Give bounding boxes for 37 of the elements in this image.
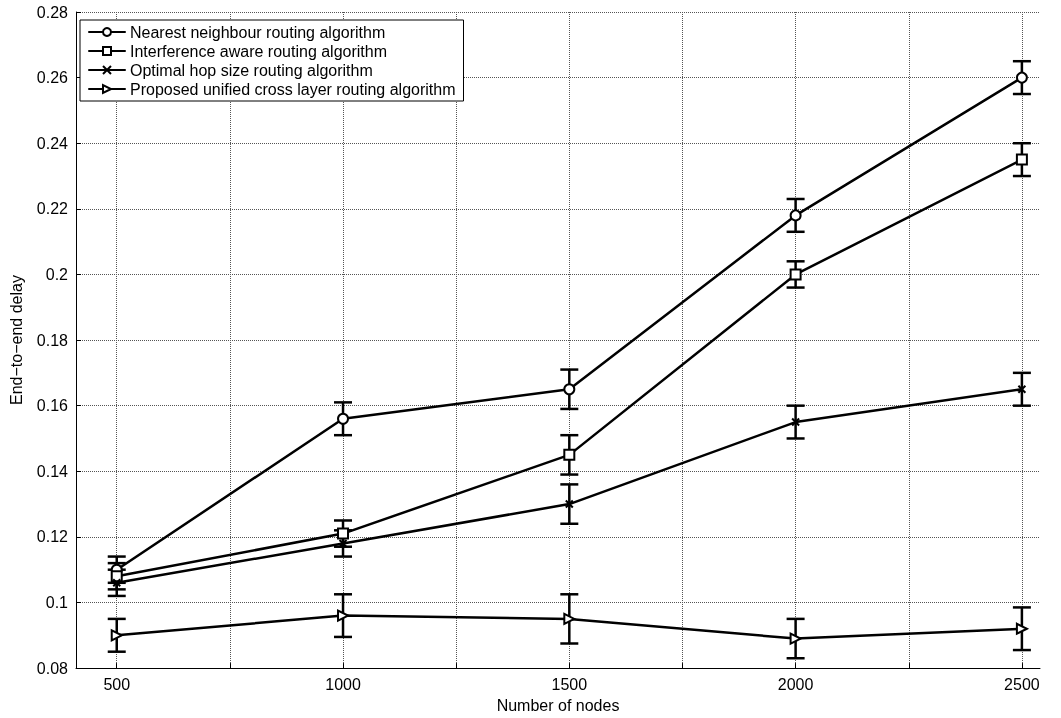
- y-tick-label: 0.28: [36, 3, 69, 21]
- legend-label: Interference aware routing algorithm: [130, 42, 388, 60]
- y-tick-label: 0.1: [45, 593, 69, 611]
- x-tick-label: 2500: [1004, 675, 1040, 693]
- point: [1015, 71, 1028, 84]
- point: [337, 527, 350, 540]
- point: [563, 383, 576, 396]
- y-tick-label: 0.26: [36, 69, 69, 87]
- point: [563, 612, 576, 625]
- x-axis-title: Number of nodes: [496, 696, 620, 714]
- y-tick-label: 0.18: [36, 331, 69, 349]
- y-tick-label: 0.2: [45, 265, 69, 283]
- point: [563, 448, 576, 461]
- legend-label: Optimal hop size routing algorithm: [130, 61, 373, 79]
- x-tick-label: 500: [103, 675, 131, 693]
- legend-label: Proposed unified cross layer routing algorithm: [130, 80, 456, 98]
- y-tick-label: 0.22: [36, 200, 69, 218]
- y-tick-label: 0.16: [36, 397, 69, 415]
- point: [564, 499, 574, 509]
- y-axis-title: End−to−end delay: [7, 275, 25, 405]
- point: [1015, 622, 1028, 635]
- point: [1015, 153, 1028, 166]
- y-tick-label: 0.14: [36, 462, 69, 480]
- point: [789, 209, 802, 222]
- point: [791, 417, 801, 427]
- x-tick-label: 1500: [551, 675, 588, 693]
- point: [789, 632, 802, 645]
- x-tick-label: 1000: [325, 675, 361, 693]
- point: [110, 629, 123, 642]
- point: [789, 268, 802, 281]
- point: [337, 412, 350, 425]
- legend-label: Nearest neighbour routing algorithm: [130, 23, 386, 41]
- y-tick-label: 0.24: [36, 134, 69, 152]
- y-tick-label: 0.08: [36, 659, 69, 677]
- y-tick-label: 0.12: [36, 528, 69, 546]
- point: [110, 570, 123, 583]
- x-tick-label: 2000: [777, 675, 814, 693]
